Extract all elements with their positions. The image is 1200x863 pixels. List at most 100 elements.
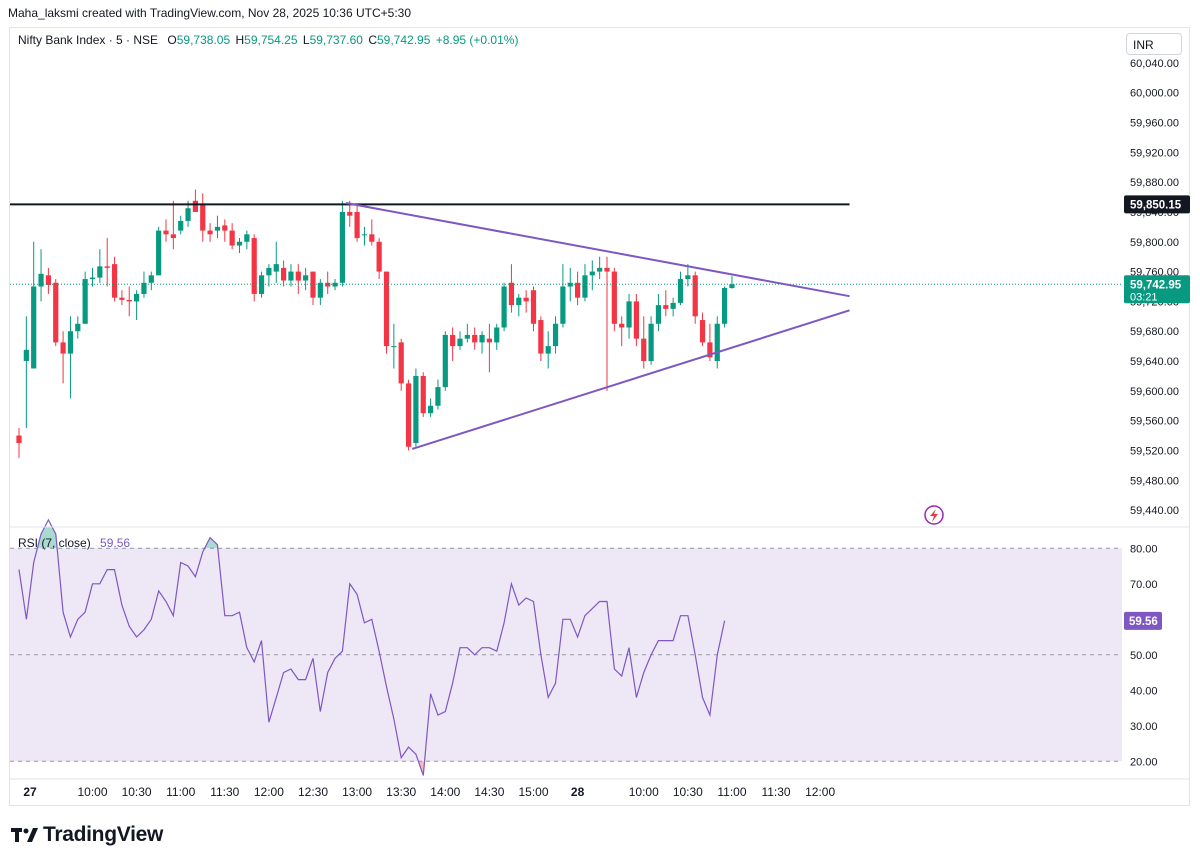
rsi-legend[interactable]: RSI (7, close) 59.56 (18, 536, 130, 550)
time-axis-tick: 28 (571, 785, 585, 799)
candle-body (369, 234, 375, 242)
candle-body (339, 211, 345, 283)
candle (332, 279, 338, 291)
time-axis-tick: 13:00 (342, 785, 372, 799)
candle (501, 282, 507, 332)
candle (567, 267, 573, 302)
candle-body (222, 225, 228, 231)
candle-body (611, 271, 617, 324)
rsi-pane (10, 518, 1122, 776)
candle-body (251, 238, 257, 294)
candle (670, 297, 676, 317)
time-axis-tick: 27 (23, 785, 37, 799)
candle-body (420, 375, 426, 414)
candle (633, 293, 639, 347)
candle-body (332, 282, 338, 287)
price-axis-tick: 59,560.00 (1130, 416, 1179, 428)
candle (420, 372, 426, 417)
candle (685, 264, 691, 287)
candle (722, 286, 728, 328)
candle (178, 215, 184, 235)
low-label: L (302, 33, 310, 47)
candle-body (53, 282, 59, 343)
resistance-price-label-bg (1124, 195, 1190, 214)
candle (170, 200, 176, 250)
candle-body (472, 334, 478, 343)
price-axis-tick: 59,600.00 (1130, 386, 1179, 398)
candle (619, 316, 625, 347)
symbol-legend[interactable]: Nifty Bank Index · 5 · NSE O59,738.05 H5… (18, 33, 518, 47)
close-value: 59,742.95 (376, 33, 431, 47)
candle (486, 323, 492, 373)
candle-body (111, 264, 118, 298)
upper-trendline-line[interactable] (345, 202, 850, 298)
candle-body (560, 286, 566, 324)
candle-body (714, 323, 720, 362)
candle-body (325, 282, 331, 287)
lightning-icon[interactable] (924, 505, 944, 525)
candle (104, 238, 110, 287)
candle (516, 293, 522, 317)
candle-body (104, 266, 110, 268)
rsi-title: RSI (7, close) (18, 536, 91, 550)
candle-body (494, 327, 500, 343)
candle (538, 316, 544, 362)
candle-body (641, 338, 647, 362)
candle-body (655, 305, 662, 324)
candle (582, 264, 588, 302)
candle (229, 223, 235, 250)
candle (60, 331, 66, 384)
candle (258, 271, 265, 298)
candle-body (391, 346, 397, 348)
candle (611, 267, 617, 332)
candle-body (413, 375, 419, 444)
candle-body (134, 293, 140, 302)
candle-body (508, 282, 515, 306)
rsi-value: 59.56 (100, 536, 131, 550)
resistance-price-label: 59,850.15 (1124, 195, 1190, 214)
candle (428, 398, 434, 417)
candle-body (516, 297, 522, 306)
time-axis-tick: 10:00 (77, 785, 107, 799)
time-axis-tick: 10:30 (122, 785, 152, 799)
candle (508, 264, 515, 313)
time-axis-tick: 11:00 (717, 785, 746, 799)
candle (604, 256, 610, 391)
price-axis-tick: 59,960.00 (1130, 118, 1179, 130)
symbol-name[interactable]: Nifty Bank Index · 5 · NSE (18, 33, 159, 47)
candle-body (597, 267, 603, 272)
candle-body (200, 204, 206, 231)
candle-body (45, 275, 51, 286)
candle-body (699, 320, 706, 343)
lower-trendline-line[interactable] (411, 309, 850, 450)
candle-body (273, 264, 279, 272)
currency-selector[interactable]: INR (1126, 33, 1182, 55)
price-axis-tick: 59,880.00 (1130, 177, 1179, 189)
candle-body (604, 267, 610, 272)
candle-body (722, 287, 728, 324)
candle (648, 316, 654, 365)
candle (641, 316, 647, 369)
candle-body (530, 290, 537, 324)
candle-body (361, 234, 368, 236)
low-value: 59,737.60 (309, 33, 363, 47)
candle (236, 238, 243, 253)
price-axis-tick: 59,920.00 (1130, 147, 1179, 159)
candle (714, 316, 720, 369)
candle-body (567, 282, 573, 287)
candle (398, 338, 404, 391)
candle (207, 223, 213, 242)
candle-body (729, 284, 735, 288)
change-value: +8.95 (+0.01%) (435, 33, 519, 47)
candle-body (141, 282, 147, 294)
last-price-label-text: 59,742.95 (1130, 279, 1182, 291)
candle-body (347, 211, 353, 216)
candle (545, 331, 551, 369)
candle (391, 323, 397, 369)
time-axis-tick: 11:30 (210, 785, 239, 799)
candle-body (464, 334, 470, 339)
candle-body (97, 266, 103, 278)
candle (16, 428, 22, 458)
